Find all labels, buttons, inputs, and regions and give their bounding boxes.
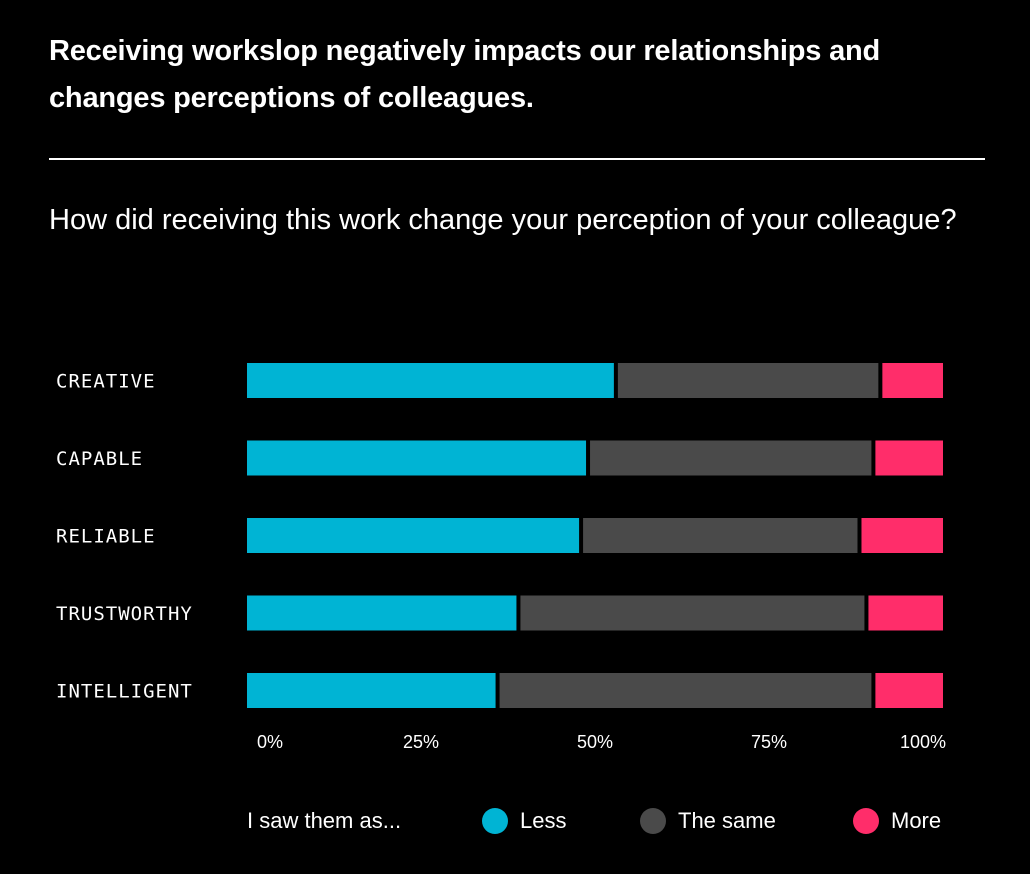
chart-subtitle: How did receiving this work change your … xyxy=(49,204,957,236)
bar-segments xyxy=(247,363,943,708)
legend-item-more: More xyxy=(853,804,941,838)
bar-creative-more xyxy=(882,363,943,398)
tick-label-75: 75% xyxy=(751,732,787,752)
bar-intelligent-less xyxy=(247,673,496,708)
tick-label-25: 25% xyxy=(403,732,439,752)
bar-trustworthy-more xyxy=(868,595,943,631)
legend-item-the-same: The same xyxy=(640,804,776,838)
legend: I saw them as... Less The same More xyxy=(247,804,967,838)
legend-dot-more xyxy=(853,808,879,834)
x-axis-tick-labels: 0% 25% 50% 75% 100% xyxy=(257,732,946,752)
bar-capable-less xyxy=(247,440,587,476)
bar-capable-more xyxy=(875,440,943,476)
category-label-reliable: RELIABLE xyxy=(56,526,156,548)
category-label-intelligent: INTELLIGENT xyxy=(56,681,193,703)
legend-dot-the-same xyxy=(640,808,666,834)
category-label-capable: CAPABLE xyxy=(56,448,143,470)
bar-creative-the-same xyxy=(617,363,879,398)
category-labels: CREATIVE CAPABLE RELIABLE TRUSTWORTHY INTELL… xyxy=(56,371,193,703)
legend-title: I saw them as... xyxy=(247,808,402,833)
bar-creative-less xyxy=(247,363,614,398)
legend-item-less: Less xyxy=(482,804,566,838)
bar-reliable-more xyxy=(861,518,943,553)
chart-title: Receiving workslop negatively impacts ou… xyxy=(49,35,881,114)
legend-label-the-same: The same xyxy=(678,808,776,833)
legend-dot-less xyxy=(482,808,508,834)
bar-intelligent-more xyxy=(875,673,943,708)
tick-label-0: 0% xyxy=(257,732,283,752)
tick-label-50: 50% xyxy=(577,732,613,752)
stacked-bar-chart: CREATIVE CAPABLE RELIABLE TRUSTWORTHY INTELL… xyxy=(56,363,946,752)
bar-trustworthy-less xyxy=(247,595,517,631)
legend-label-more: More xyxy=(891,808,942,833)
bar-capable-the-same xyxy=(590,440,872,476)
bar-intelligent-the-same xyxy=(499,673,872,708)
category-label-trustworthy: TRUSTWORTHY xyxy=(56,603,193,625)
bar-trustworthy-the-same xyxy=(520,595,865,631)
category-label-creative: CREATIVE xyxy=(56,371,156,393)
legend-label-less: Less xyxy=(520,808,567,833)
title-divider xyxy=(49,158,985,160)
tick-label-100: 100% xyxy=(900,732,946,752)
bar-reliable-the-same xyxy=(583,518,858,553)
bar-reliable-less xyxy=(247,518,580,553)
